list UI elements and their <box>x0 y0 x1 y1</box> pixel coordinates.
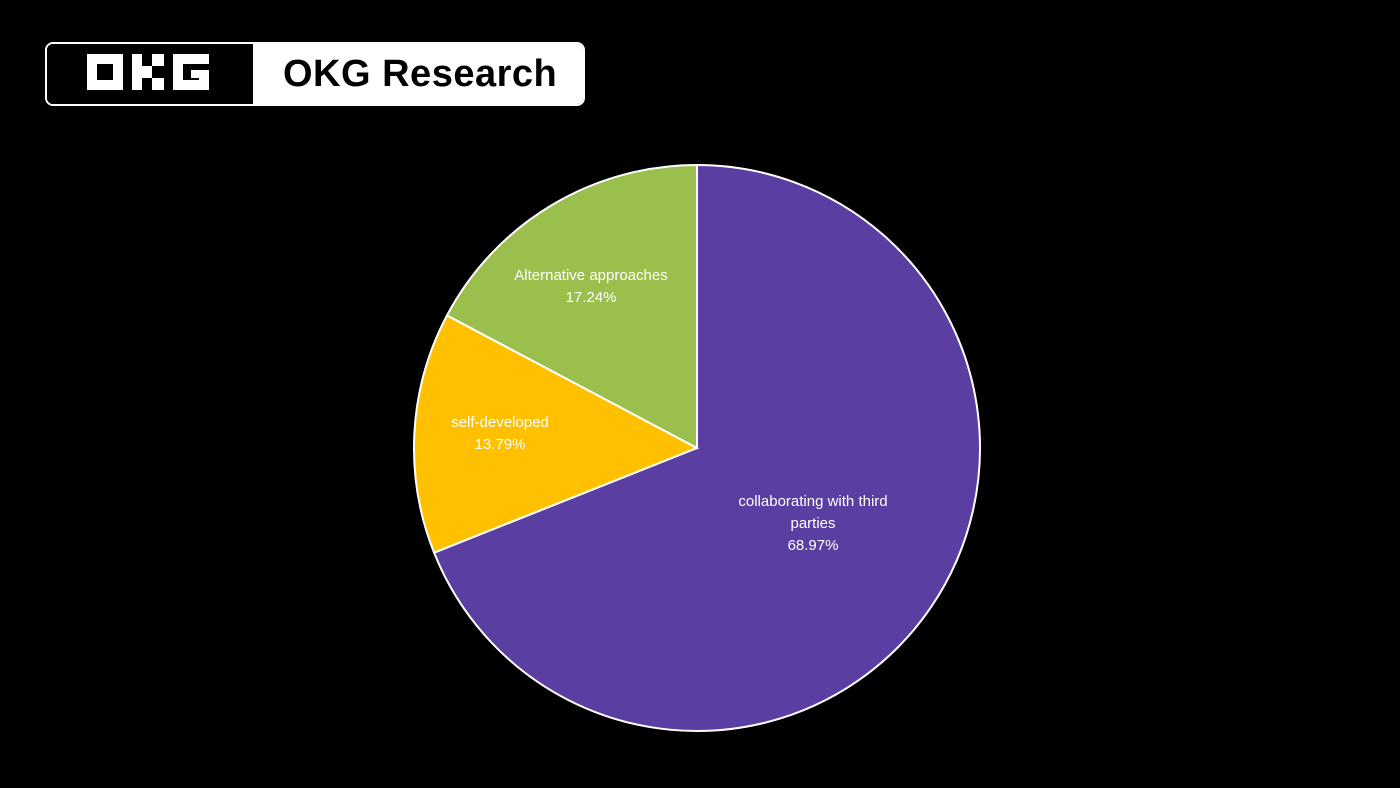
slice-category-label-0: collaborating with third <box>738 493 887 510</box>
pie-slice-1 <box>413 314 700 554</box>
slice-value-label-1: 13.79% <box>475 436 526 453</box>
okg-logo-icon <box>47 44 255 104</box>
pie-slice-0 <box>432 163 981 732</box>
slice-category-label-1: self-developed <box>451 414 549 431</box>
slice-category-label-2: Alternative approaches <box>514 267 667 284</box>
brand-badge: OKG Research <box>45 42 585 106</box>
slice-value-label-0: 68.97% <box>788 537 839 554</box>
slice-category-label-0: parties <box>790 515 835 532</box>
brand-name: OKG Research <box>255 44 583 104</box>
okg-logo-mark <box>87 54 209 90</box>
pie-slice-2 <box>445 163 698 450</box>
slice-value-label-2: 17.24% <box>566 289 617 306</box>
